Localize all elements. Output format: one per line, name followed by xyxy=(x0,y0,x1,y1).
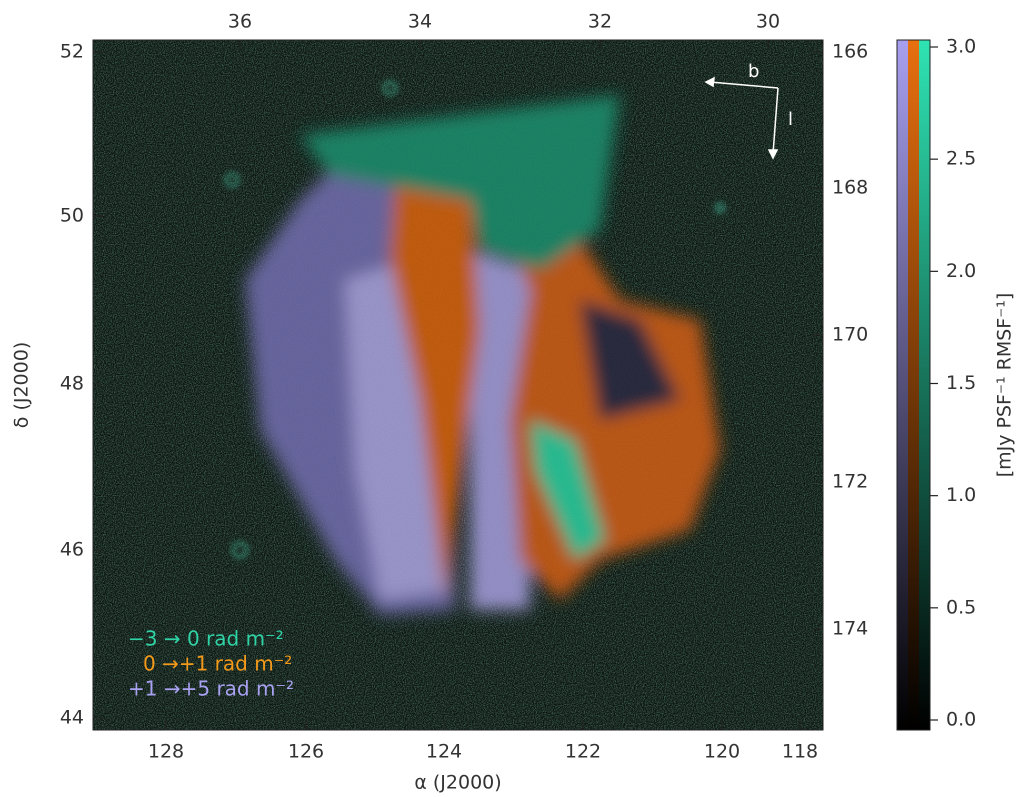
compass-label: l xyxy=(788,109,793,130)
x-tick-label: 118 xyxy=(782,741,818,763)
colorbar-tick-label: 1.5 xyxy=(946,372,976,394)
top-tick-label: 32 xyxy=(588,11,612,33)
frame xyxy=(92,39,824,731)
right-tick-label: 172 xyxy=(832,471,868,493)
right-tick-label: 168 xyxy=(832,177,868,199)
y-axis-label: δ (J2000) xyxy=(11,342,33,428)
x-tick-label: 120 xyxy=(704,741,740,763)
y-tick-label: 46 xyxy=(60,539,84,561)
colorbar-tick-label: 3.0 xyxy=(946,36,976,58)
top-tick-label: 34 xyxy=(408,11,432,33)
x-tick-label: 122 xyxy=(565,741,601,763)
x-tick-label: 126 xyxy=(288,741,324,763)
y-tick-label: 52 xyxy=(60,41,84,63)
compass xyxy=(704,76,779,160)
legend-entry: −3 → 0 rad m⁻² xyxy=(128,627,284,651)
y-tick-label: 50 xyxy=(60,205,84,227)
colorbar-tick-label: 2.0 xyxy=(946,260,976,282)
sky-image xyxy=(93,40,823,730)
colorbar-tick-label: 0.5 xyxy=(946,596,976,618)
right-tick-label: 166 xyxy=(832,41,868,63)
y-tick-label: 44 xyxy=(60,707,84,729)
colorbar-label: [mJy PSF⁻¹ RMSF⁻¹] xyxy=(994,293,1016,478)
top-tick-label: 30 xyxy=(756,11,780,33)
colorbar xyxy=(896,39,931,731)
legend-entry: +1 →+5 rad m⁻² xyxy=(128,677,294,701)
colorbar-tick-label: 0.0 xyxy=(946,709,976,731)
top-tick-label: 36 xyxy=(228,11,252,33)
colorbar-tick-label: 1.0 xyxy=(946,484,976,506)
right-tick-label: 170 xyxy=(832,324,868,346)
x-tick-label: 128 xyxy=(148,741,184,763)
x-tick-label: 124 xyxy=(426,741,462,763)
colorbar-tick-label: 2.5 xyxy=(946,148,976,170)
right-tick-label: 174 xyxy=(832,618,868,640)
legend-entry: 0 →+1 rad m⁻² xyxy=(143,652,292,676)
y-tick-label: 48 xyxy=(60,373,84,395)
compass-label: b xyxy=(748,61,759,82)
legend: −3 → 0 rad m⁻² 0 →+1 rad m⁻² +1 →+5 rad … xyxy=(128,627,294,701)
x-axis-label: α (J2000) xyxy=(414,772,501,794)
